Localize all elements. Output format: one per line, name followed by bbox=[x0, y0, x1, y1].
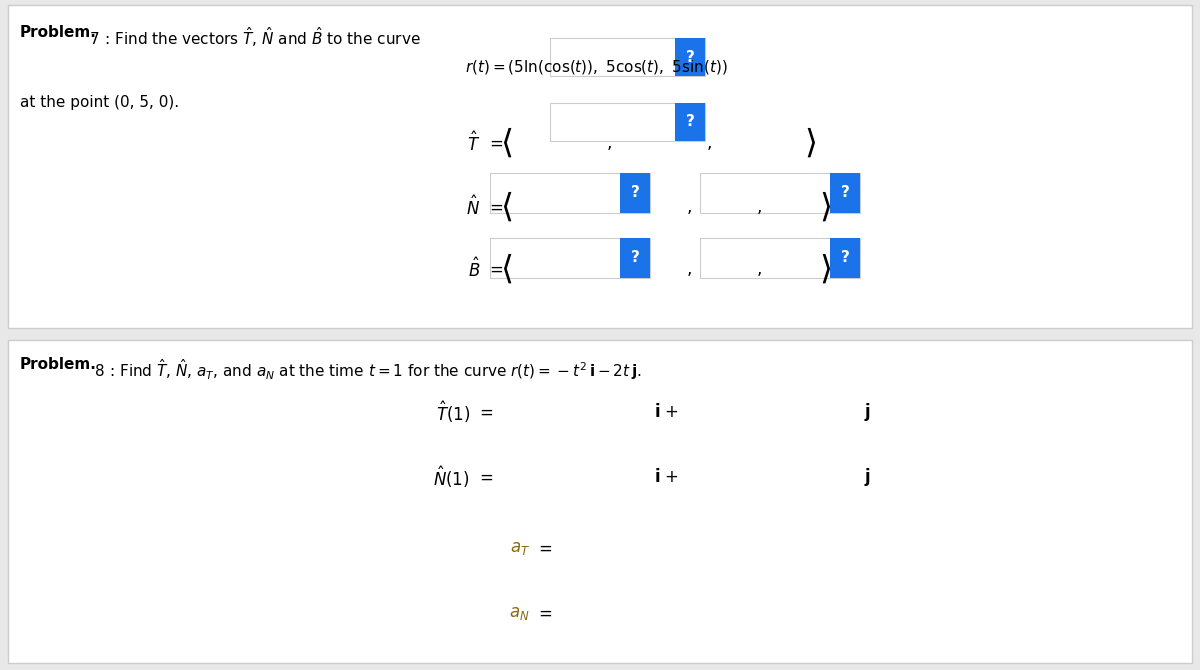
FancyBboxPatch shape bbox=[520, 382, 685, 420]
Text: 7 : Find the vectors $\hat{T}$, $\hat{N}$ and $\hat{B}$ to the curve: 7 : Find the vectors $\hat{T}$, $\hat{N}… bbox=[85, 25, 421, 49]
Text: ,: , bbox=[607, 134, 612, 152]
Text: $=$: $=$ bbox=[535, 539, 552, 557]
FancyBboxPatch shape bbox=[520, 444, 685, 482]
Text: ?: ? bbox=[840, 186, 850, 200]
FancyBboxPatch shape bbox=[830, 238, 860, 278]
FancyBboxPatch shape bbox=[700, 238, 860, 278]
Text: ?: ? bbox=[664, 456, 672, 470]
Text: ?: ? bbox=[840, 251, 850, 265]
FancyBboxPatch shape bbox=[700, 173, 860, 213]
Text: $\langle$: $\langle$ bbox=[500, 190, 512, 224]
FancyBboxPatch shape bbox=[720, 382, 755, 420]
Text: $\langle$: $\langle$ bbox=[500, 252, 512, 286]
Text: at the point (0, 5, 0).: at the point (0, 5, 0). bbox=[20, 95, 179, 110]
Text: ,: , bbox=[707, 134, 713, 152]
Text: ?: ? bbox=[733, 456, 742, 470]
Text: $=$: $=$ bbox=[486, 198, 503, 216]
FancyBboxPatch shape bbox=[780, 382, 815, 420]
Text: $\rangle$: $\rangle$ bbox=[804, 126, 816, 160]
FancyBboxPatch shape bbox=[674, 103, 706, 141]
Text: $\mathbf{j}$: $\mathbf{j}$ bbox=[864, 466, 871, 488]
Text: ?: ? bbox=[793, 456, 802, 470]
FancyBboxPatch shape bbox=[760, 382, 815, 420]
FancyBboxPatch shape bbox=[674, 38, 706, 76]
FancyBboxPatch shape bbox=[776, 508, 800, 546]
FancyBboxPatch shape bbox=[581, 508, 605, 546]
Text: ?: ? bbox=[685, 115, 695, 129]
Text: ?: ? bbox=[630, 251, 640, 265]
Text: ?: ? bbox=[784, 519, 792, 535]
FancyBboxPatch shape bbox=[550, 38, 706, 76]
FancyBboxPatch shape bbox=[830, 173, 860, 213]
FancyBboxPatch shape bbox=[690, 382, 755, 420]
Text: ,: , bbox=[686, 198, 692, 216]
FancyBboxPatch shape bbox=[620, 238, 650, 278]
FancyBboxPatch shape bbox=[720, 444, 755, 482]
Text: ,: , bbox=[757, 260, 762, 278]
Text: $\hat{N}(1)$: $\hat{N}(1)$ bbox=[433, 464, 470, 490]
FancyBboxPatch shape bbox=[550, 103, 706, 141]
FancyBboxPatch shape bbox=[760, 444, 815, 482]
Text: $=$: $=$ bbox=[486, 134, 503, 152]
Text: Problem.: Problem. bbox=[20, 25, 97, 40]
Text: ?: ? bbox=[793, 393, 802, 409]
Text: ,: , bbox=[757, 198, 762, 216]
Text: $a_N$: $a_N$ bbox=[510, 604, 530, 622]
Text: ?: ? bbox=[589, 519, 598, 535]
FancyBboxPatch shape bbox=[682, 508, 706, 546]
FancyBboxPatch shape bbox=[490, 173, 650, 213]
Text: $\mathbf{i}$ +: $\mathbf{i}$ + bbox=[654, 403, 679, 421]
Text: $\hat{N}$: $\hat{N}$ bbox=[466, 195, 480, 219]
Text: $\rangle$: $\rangle$ bbox=[818, 190, 832, 224]
FancyBboxPatch shape bbox=[715, 508, 800, 546]
Text: ?: ? bbox=[733, 393, 742, 409]
FancyBboxPatch shape bbox=[650, 382, 685, 420]
Text: ?: ? bbox=[664, 393, 672, 409]
Text: ,: , bbox=[686, 260, 692, 278]
Text: $\mathbf{i}$ +: $\mathbf{i}$ + bbox=[654, 468, 679, 486]
Text: $=$: $=$ bbox=[476, 403, 493, 421]
Text: $\langle$: $\langle$ bbox=[500, 126, 512, 160]
FancyBboxPatch shape bbox=[620, 508, 706, 546]
Text: ?: ? bbox=[630, 186, 640, 200]
FancyBboxPatch shape bbox=[520, 508, 605, 546]
FancyBboxPatch shape bbox=[650, 444, 685, 482]
Text: ?: ? bbox=[689, 519, 697, 535]
Text: $\hat{T}(1)$: $\hat{T}(1)$ bbox=[436, 399, 470, 425]
Text: $a_T$: $a_T$ bbox=[510, 539, 530, 557]
Text: Problem.: Problem. bbox=[20, 357, 97, 372]
FancyBboxPatch shape bbox=[8, 340, 1192, 663]
Text: $r(t) = (5\ln(\cos(t)),\ 5\cos(t),\ 5\sin(t))$: $r(t) = (5\ln(\cos(t)),\ 5\cos(t),\ 5\si… bbox=[464, 58, 727, 76]
Text: $=$: $=$ bbox=[476, 468, 493, 486]
FancyBboxPatch shape bbox=[780, 444, 815, 482]
Text: $=$: $=$ bbox=[486, 260, 503, 278]
Text: $\hat{B}$: $\hat{B}$ bbox=[468, 257, 480, 281]
FancyBboxPatch shape bbox=[8, 5, 1192, 328]
FancyBboxPatch shape bbox=[620, 173, 650, 213]
Text: ?: ? bbox=[685, 50, 695, 64]
Text: $\mathbf{j}$: $\mathbf{j}$ bbox=[864, 401, 871, 423]
Text: $\hat{T}$: $\hat{T}$ bbox=[467, 131, 480, 155]
FancyBboxPatch shape bbox=[690, 444, 755, 482]
Text: $\rangle$: $\rangle$ bbox=[818, 252, 832, 286]
Text: $=$: $=$ bbox=[535, 604, 552, 622]
FancyBboxPatch shape bbox=[490, 238, 650, 278]
Text: 8 : Find $\hat{T}$, $\hat{N}$, $a_T$, and $a_N$ at the time $t = 1$ for the curv: 8 : Find $\hat{T}$, $\hat{N}$, $a_T$, an… bbox=[85, 357, 642, 382]
